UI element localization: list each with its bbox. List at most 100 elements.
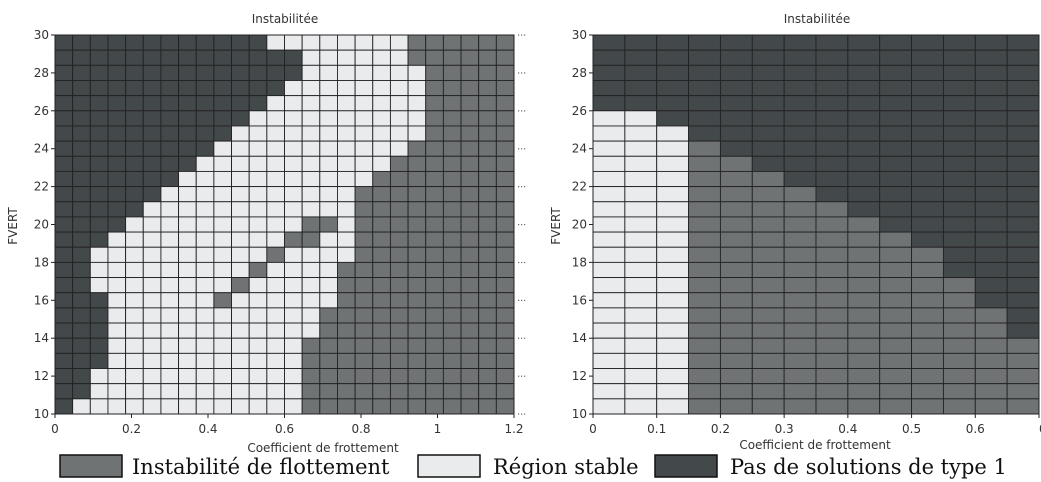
cell-pas-de-solutions [719,80,753,97]
cell-region-stable [407,80,427,97]
cell-instabilite [879,383,913,400]
cell-region-stable [231,155,250,172]
cell-region-stable [656,352,690,369]
cell-pas-de-solutions [125,110,144,127]
cell-region-stable [624,261,658,279]
cell-region-stable [656,292,690,309]
cell-instabilite [425,95,444,112]
cell-region-stable [142,292,162,309]
cell-region-stable [231,170,250,188]
cell-region-stable [301,261,321,279]
cell-pas-de-solutions [911,95,944,112]
cell-instabilite [688,398,721,415]
cell-region-stable [125,322,144,339]
cell-instabilite [478,186,497,203]
cell-instabilite [879,261,913,279]
cell-instabilite [495,64,515,81]
cell-instabilite [719,155,753,172]
cell-instabilite [337,352,356,369]
cell-instabilite [337,277,356,294]
cell-instabilite [751,261,785,279]
cell-pas-de-solutions [72,307,91,324]
cell-pas-de-solutions [879,170,913,188]
cell-region-stable [266,368,285,385]
cell-pas-de-solutions [142,170,162,188]
cell-instabilite [495,80,515,97]
cell-instabilite [688,155,721,172]
cell-instabilite [425,110,444,127]
cell-pas-de-solutions [248,95,268,112]
cell-instabilite [425,64,444,81]
cell-region-stable [337,49,356,66]
cell-region-stable [372,140,391,157]
y-tick-label: 30 [572,28,587,42]
cell-instabilite [301,398,321,415]
legend-swatch [59,454,123,478]
cell-pas-de-solutions [213,34,232,51]
cell-instabilite [879,337,913,354]
cell-region-stable [107,246,127,263]
cell-pas-de-solutions [592,49,626,66]
cell-instabilite [879,231,913,248]
cell-instabilite [460,155,480,172]
cell-instabilite [337,368,356,385]
cell-instabilite [442,277,462,294]
cell-pas-de-solutions [656,64,690,81]
cell-pas-de-solutions [107,201,127,218]
cell-region-stable [656,322,690,339]
cell-instabilite [751,231,785,248]
cell-region-stable [372,64,391,81]
cell-region-stable [624,398,658,415]
cell-region-stable [107,307,127,324]
axis-dot [524,224,526,226]
cell-instabilite [879,246,913,263]
cell-instabilite [319,398,338,415]
cell-region-stable [624,170,658,188]
cell-region-stable [89,368,109,385]
cell-pas-de-solutions [942,34,976,51]
cell-instabilite [372,337,391,354]
cell-pas-de-solutions [107,110,127,127]
cell-region-stable [319,170,338,188]
cell-instabilite [407,398,427,415]
cell-region-stable [266,383,285,400]
cell-instabilite [847,337,881,354]
cell-instabilite [478,155,497,172]
cell-instabilite [372,201,391,218]
cell-region-stable [624,231,658,248]
cell-pas-de-solutions [942,64,976,81]
cell-pas-de-solutions [656,80,690,97]
cell-pas-de-solutions [72,95,91,112]
cell-instabilite [942,352,976,369]
cell-pas-de-solutions [107,170,127,188]
cell-instabilite [460,398,480,415]
cell-instabilite [974,352,1008,369]
cell-pas-de-solutions [1006,95,1040,112]
cell-region-stable [248,307,268,324]
cell-region-stable [195,246,215,263]
cell-pas-de-solutions [974,34,1008,51]
axis-dot [524,148,526,150]
cell-pas-de-solutions [911,140,944,157]
cell-region-stable [656,277,690,294]
y-tick-label: 22 [34,180,49,194]
cell-instabilite [337,322,356,339]
cell-region-stable [178,322,197,339]
cell-region-stable [160,292,180,309]
cell-instabilite [460,261,480,279]
cell-pas-de-solutions [248,80,268,97]
cell-instabilite [783,277,817,294]
cell-instabilite [460,337,480,354]
cell-pas-de-solutions [89,49,109,66]
cell-instabilite [751,307,785,324]
cell-region-stable [592,170,626,188]
cell-instabilite [478,201,497,218]
cell-region-stable [319,186,338,203]
cell-region-stable [142,383,162,400]
cell-instabilite [231,277,250,294]
cell-region-stable [266,201,285,218]
cell-instabilite [751,201,785,218]
cell-pas-de-solutions [656,49,690,66]
cell-pas-de-solutions [107,155,127,172]
